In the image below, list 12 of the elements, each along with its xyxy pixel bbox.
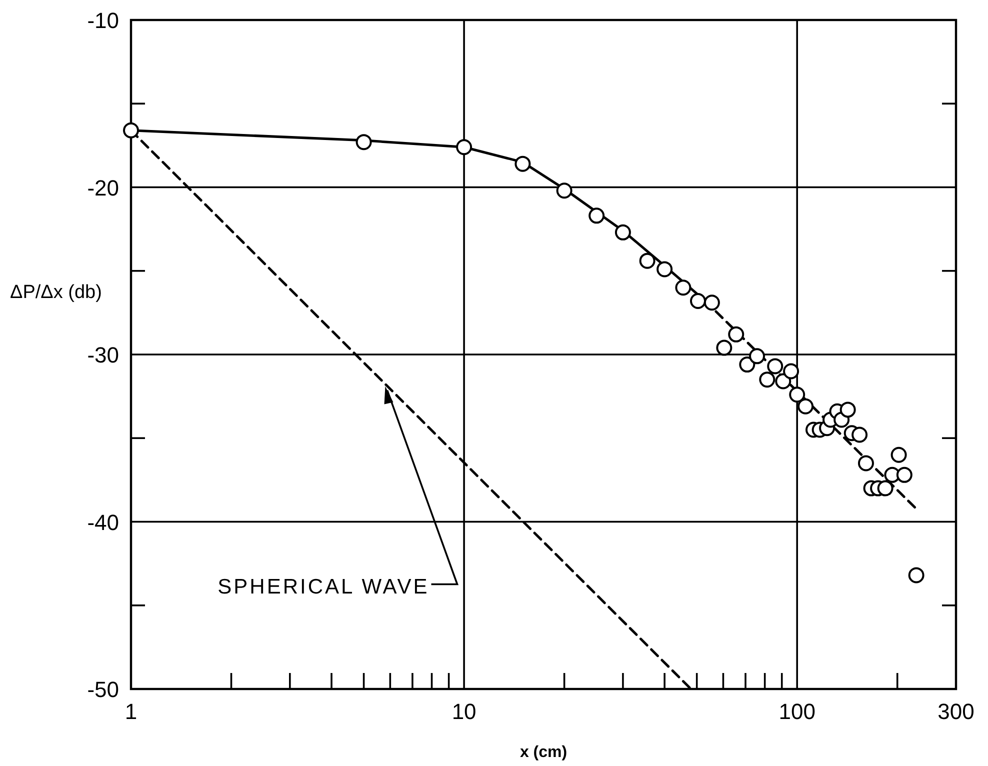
x-tick-label: 300: [938, 699, 974, 724]
y-tick-label: -40: [87, 510, 119, 535]
annotation: SPHERICAL WAVE: [218, 575, 430, 598]
y-axis-title: ΔP/Δx (db): [10, 282, 102, 303]
x-axis-title: x (cm): [520, 744, 568, 761]
y-tick-label: -50: [87, 677, 119, 702]
y-tick-label: -10: [87, 8, 119, 33]
y-tick-label: -20: [87, 175, 119, 200]
x-tick-label: 1: [124, 699, 138, 724]
x-tick-label: 10: [452, 699, 476, 724]
y-tick-label: -30: [87, 342, 119, 368]
x-tick-label: 100: [778, 699, 816, 724]
